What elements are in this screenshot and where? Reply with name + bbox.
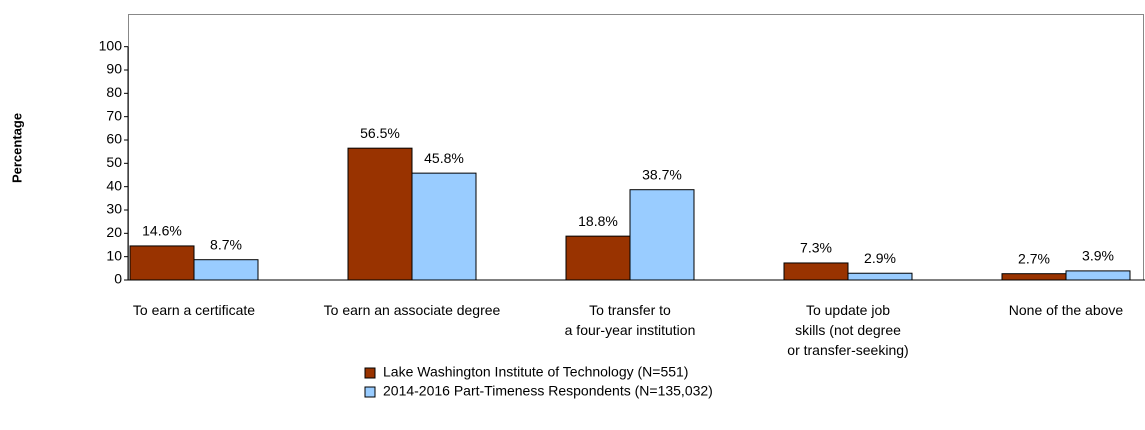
x-tick-line: None of the above <box>1009 302 1124 318</box>
x-tick-line: skills (not degree <box>795 322 901 338</box>
legend-label: Lake Washington Institute of Technology … <box>383 364 688 380</box>
y-tick-label: 60 <box>106 131 122 147</box>
x-tick-line: a four-year institution <box>565 322 696 338</box>
y-tick-label: 50 <box>106 154 122 170</box>
value-label: 38.7% <box>642 166 682 182</box>
x-tick-label: To earn an associate degree <box>324 302 501 318</box>
x-tick-label: None of the above <box>1009 302 1124 318</box>
x-tick-line: To update job <box>806 302 890 318</box>
bar <box>193 259 259 281</box>
y-axis-label: Percentage <box>9 113 24 183</box>
value-label: 8.7% <box>210 236 242 252</box>
bar <box>847 272 913 281</box>
y-tick-label: 10 <box>106 247 122 263</box>
value-label: 56.5% <box>360 125 400 141</box>
value-label: 2.7% <box>1018 250 1050 266</box>
value-label: 45.8% <box>424 150 464 166</box>
value-label: 3.9% <box>1082 248 1114 264</box>
legend-swatch <box>364 367 376 379</box>
bar <box>129 245 195 281</box>
x-tick-line: or transfer-seeking) <box>787 342 908 358</box>
x-tick-label: To update job skills (not degree or transf… <box>787 302 908 358</box>
x-tick-line: To transfer to <box>589 302 671 318</box>
y-tick-label: 90 <box>106 61 122 77</box>
bar <box>565 235 631 281</box>
value-label: 7.3% <box>800 240 832 256</box>
bar <box>783 262 849 281</box>
bar <box>347 147 413 281</box>
x-tick-label: To earn a certificate <box>133 302 255 318</box>
value-label: 18.8% <box>578 213 618 229</box>
bar <box>1065 270 1131 281</box>
y-tick-label: 30 <box>106 201 122 217</box>
y-tick-label: 70 <box>106 107 122 123</box>
y-tick-label: 100 <box>99 37 123 53</box>
bar <box>1001 273 1067 281</box>
x-tick-line: To earn an associate degree <box>324 302 501 318</box>
legend-swatch <box>364 386 376 398</box>
y-tick-label: 20 <box>106 224 122 240</box>
value-label: 14.6% <box>142 223 182 239</box>
bar <box>411 172 477 281</box>
x-tick-line: To earn a certificate <box>133 302 255 318</box>
y-tick-label: 40 <box>106 177 122 193</box>
x-tick-label: To transfer to a four-year institution <box>565 302 696 338</box>
y-tick-label: 0 <box>114 271 122 287</box>
bar <box>629 189 695 281</box>
legend-label: 2014-2016 Part-Timeness Respondents (N=1… <box>383 383 713 399</box>
y-tick-label: 80 <box>106 84 122 100</box>
value-label: 2.9% <box>864 250 896 266</box>
